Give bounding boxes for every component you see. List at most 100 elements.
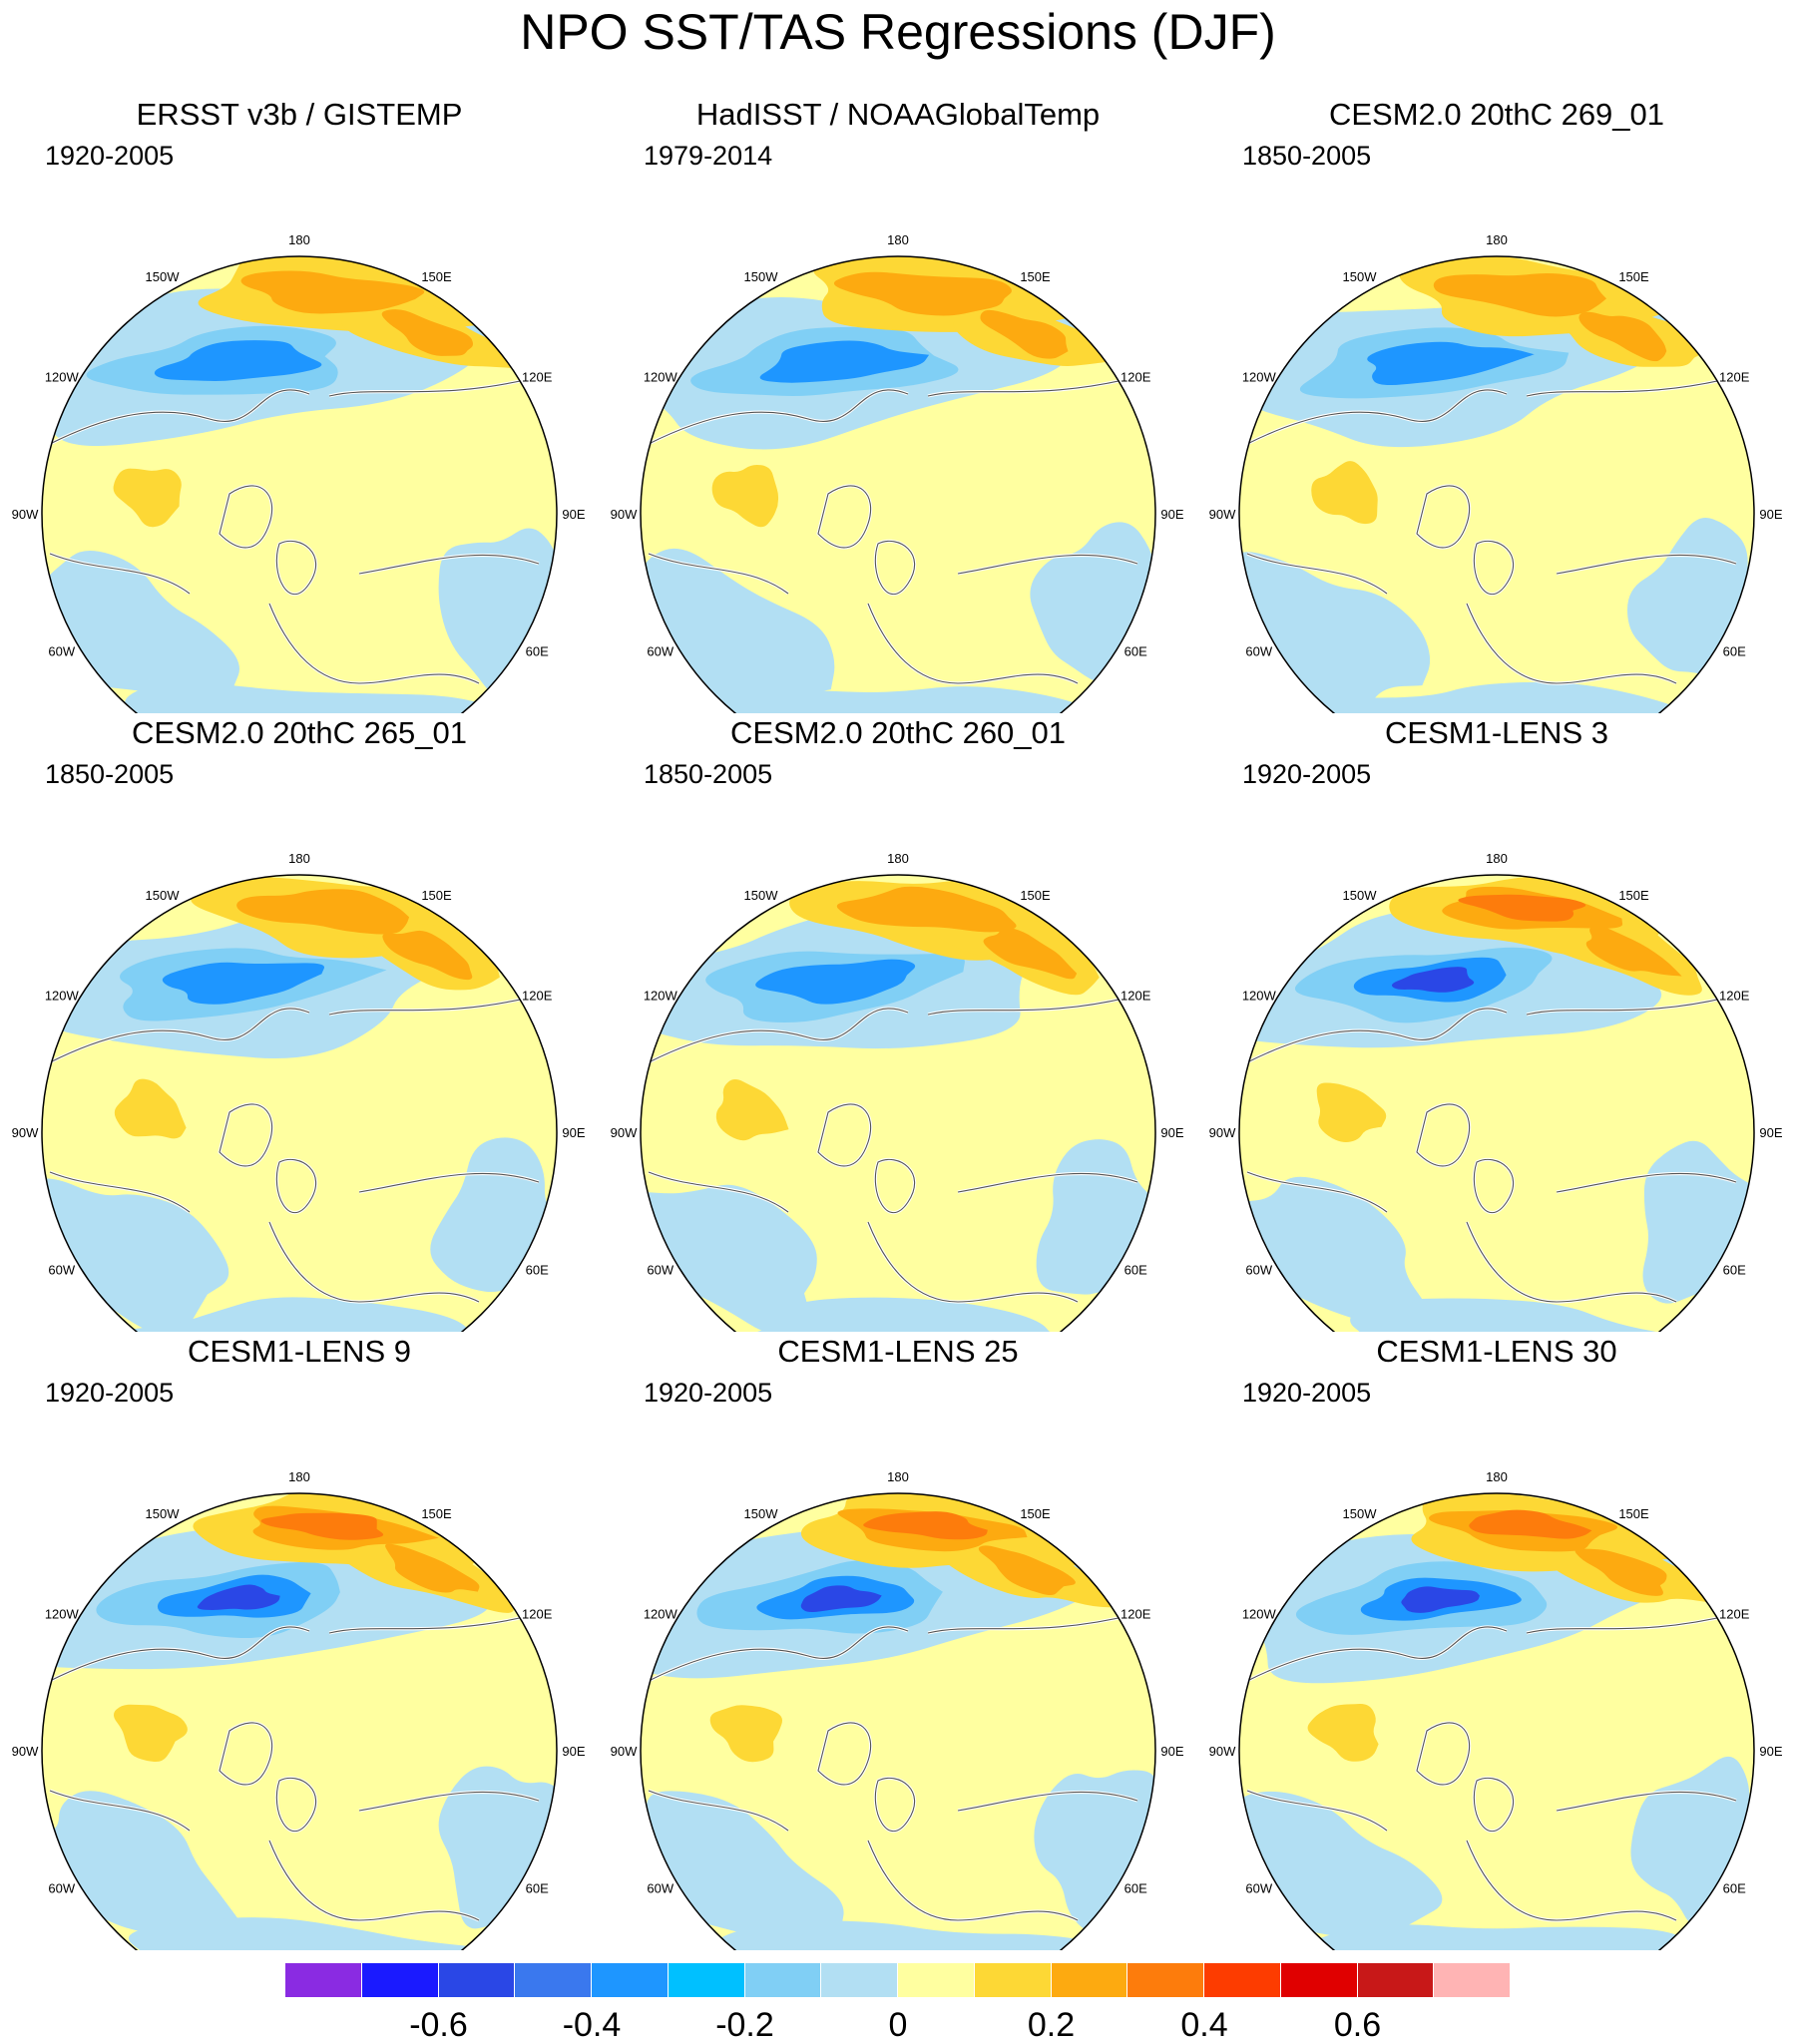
longitude-label: 150E [1020,269,1051,284]
colorbar-box [744,1963,822,1997]
panel-title: CESM1-LENS 9 [188,1334,411,1369]
map-panel: 180150E120E90E60E30E030W60W90W120W150WCE… [599,1332,1197,1950]
longitude-label: 150W [744,1506,779,1521]
longitude-label: 180 [1486,232,1508,247]
longitude-label: 90E [1759,1125,1782,1140]
panel-period: 1920-2005 [644,1378,773,1408]
longitude-label: 150W [1343,888,1378,903]
longitude-label: 90W [611,507,638,522]
longitude-label: 150E [1618,269,1649,284]
colorbar-box [515,1963,592,1997]
longitude-label: 150E [1020,1506,1051,1521]
longitude-label: 120E [522,989,553,1004]
map-boundary [1238,874,1755,1332]
colorbar-box [1204,1963,1281,1997]
longitude-label: 60E [1124,1881,1147,1896]
colorbar-box [1357,1963,1435,1997]
map-panel: 180150E120E90E60E30E030W60W90W120W150WCE… [0,713,599,1332]
map-panel: 180150E120E90E60E30E030W60W90W120W150WHa… [599,95,1197,713]
panel-title: ERSST v3b / GISTEMP [136,97,463,132]
panel-title: CESM2.0 20thC 260_01 [729,715,1067,750]
longitude-label: 120W [644,1607,678,1622]
polar-map: 180150E120E90E60E30E030W60W90W120W150W [1209,232,1783,713]
figure-title: NPO SST/TAS Regressions (DJF) [520,4,1276,60]
colorbar-tick-label: 0.4 [1180,2006,1228,2044]
colorbar-tick-label: -0.2 [715,2006,774,2044]
longitude-label: 120E [1121,989,1151,1004]
polar-map: 180150E120E90E60E30E030W60W90W120W150W [1209,851,1783,1332]
longitude-label: 120W [644,370,678,385]
panel-title: CESM1-LENS 3 [1385,715,1608,750]
longitude-label: 150W [744,269,779,284]
longitude-label: 150W [744,888,779,903]
longitude-label: 120E [1121,370,1151,385]
map-boundary [41,255,558,713]
longitude-label: 120W [1242,989,1277,1004]
panel-period: 1920-2005 [45,1378,175,1408]
longitude-label: 60W [48,1263,75,1278]
polar-map: 180150E120E90E60E30E030W60W90W120W150W [1209,1469,1783,1950]
colorbar-box [285,1963,362,1997]
panel-title: CESM1-LENS 30 [1376,1334,1617,1369]
polar-map: 180150E120E90E60E30E030W60W90W120W150W [12,1469,586,1950]
longitude-label: 120W [45,989,80,1004]
longitude-label: 150E [421,269,452,284]
panel-period: 1920-2005 [1242,759,1372,789]
map-boundary [1238,1492,1755,1950]
longitude-label: 60W [647,1263,674,1278]
longitude-label: 90E [1160,1744,1183,1759]
longitude-label: 60W [647,644,674,659]
longitude-label: 150W [146,1506,181,1521]
longitude-label: 180 [887,1469,909,1484]
colorbar-tick-label: 0 [888,2006,908,2044]
longitude-label: 90W [611,1125,638,1140]
longitude-label: 120E [1719,989,1750,1004]
longitude-label: 150W [1343,269,1378,284]
longitude-label: 60E [1723,1263,1746,1278]
polar-map: 180150E120E90E60E30E030W60W90W120W150W [611,1469,1184,1950]
longitude-label: 150E [1020,888,1051,903]
colorbar-box [898,1963,975,1997]
panel-title: CESM1-LENS 25 [777,1334,1019,1369]
longitude-label: 60E [1124,644,1147,659]
longitude-label: 180 [288,232,310,247]
longitude-label: 120E [522,1607,553,1622]
longitude-label: 180 [887,851,909,866]
longitude-label: 180 [1486,851,1508,866]
longitude-label: 60E [1124,1263,1147,1278]
longitude-label: 60E [526,644,549,659]
map-panel: 180150E120E90E60E30E030W60W90W120W150WCE… [1197,713,1796,1332]
longitude-label: 60W [48,644,75,659]
longitude-label: 120W [1242,1607,1277,1622]
colorbar-box [668,1963,745,1997]
panel-period: 1850-2005 [45,759,175,789]
longitude-label: 120W [644,989,678,1004]
longitude-label: 150E [421,1506,452,1521]
panel-period: 1850-2005 [1242,141,1372,171]
longitude-label: 60W [647,1881,674,1896]
colorbar-tick-label: -0.4 [562,2006,622,2044]
panel-period: 1979-2014 [644,141,773,171]
longitude-label: 90E [1759,507,1782,522]
colorbar-box [1434,1963,1511,1997]
longitude-label: 90W [12,1125,39,1140]
panel-title: HadISST / NOAAGlobalTemp [695,97,1101,132]
polar-map: 180150E120E90E60E30E030W60W90W120W150W [12,851,586,1332]
longitude-label: 150E [421,888,452,903]
longitude-label: 60E [526,1263,549,1278]
panel-period: 1920-2005 [1242,1378,1372,1408]
longitude-label: 60E [526,1881,549,1896]
colorbar-tick-label: -0.6 [409,2006,468,2044]
colorbar-tick-label: 0.6 [1333,2006,1382,2044]
map-panel: 180150E120E90E60E30E030W60W90W120W150W CE… [1197,1332,1796,1950]
longitude-label: 60W [1245,1881,1272,1896]
longitude-label: 60E [1723,1881,1746,1896]
longitude-label: 120W [45,1607,80,1622]
longitude-label: 90W [12,1744,39,1759]
longitude-label: 90E [562,1125,585,1140]
polar-map: 180150E120E90E60E30E030W60W90W120W150W [12,232,586,713]
panel-period: 1850-2005 [644,759,773,789]
panel-title: CESM2.0 20thC 269_01 [1328,97,1665,132]
longitude-label: 90W [611,1744,638,1759]
panel-title: CESM2.0 20thC 265_01 [131,715,468,750]
